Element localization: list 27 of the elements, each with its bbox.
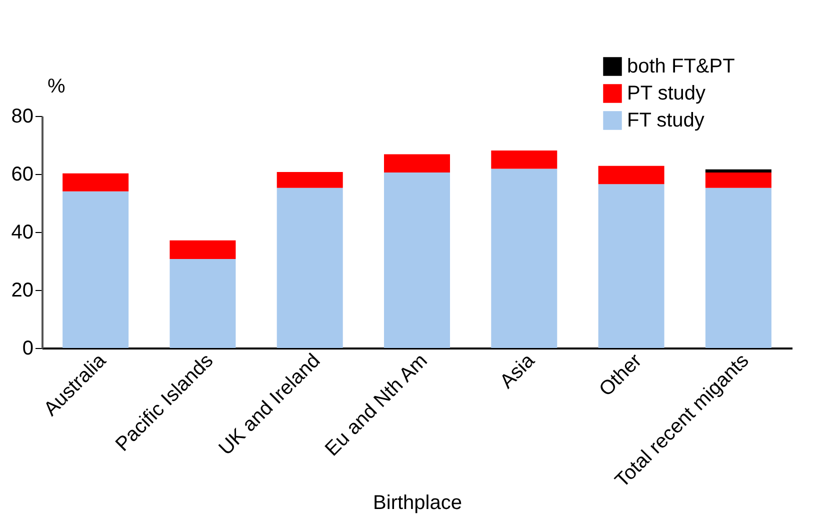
legend-label: PT study	[627, 82, 706, 104]
bar	[62, 173, 129, 192]
bar	[276, 188, 343, 348]
legend-label: FT study	[627, 110, 704, 132]
bar	[170, 258, 236, 348]
x-axis-title: Birthplace	[373, 492, 462, 514]
bar	[276, 172, 343, 188]
y-tick-label: 20	[11, 280, 34, 302]
x-tick-label: Asia	[496, 349, 540, 393]
bar	[598, 184, 664, 348]
bar	[384, 154, 450, 173]
bar	[705, 188, 772, 348]
y-tick-label: 80	[11, 106, 34, 128]
bar	[170, 240, 236, 259]
bar	[598, 166, 664, 184]
bar	[62, 191, 129, 348]
bar	[705, 169, 772, 173]
y-tick-label: 0	[22, 338, 34, 360]
bar	[705, 172, 772, 188]
bar	[491, 168, 558, 348]
bar	[384, 172, 450, 348]
legend-label: both FT&PT	[627, 56, 735, 78]
y-tick-label: 60	[11, 164, 34, 186]
x-tick-label: Eu and Nth Am	[321, 350, 432, 460]
y-axis-title: %	[48, 76, 66, 98]
y-tick-label: 40	[11, 222, 34, 244]
bar	[491, 150, 558, 169]
